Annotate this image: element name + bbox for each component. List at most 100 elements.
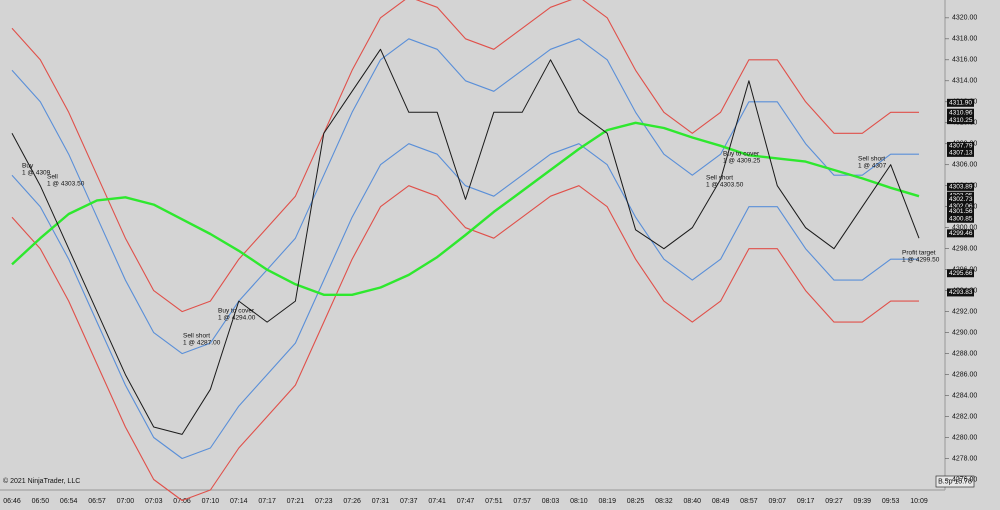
x-tick-label: 08:10 bbox=[570, 498, 588, 505]
price-marker bbox=[947, 98, 974, 107]
y-tick-label: 4286.00 bbox=[952, 371, 977, 378]
x-tick-label: 09:17 bbox=[797, 498, 815, 505]
trade-annotation: Sell short bbox=[706, 175, 733, 182]
price-marker-label: 4310.96 bbox=[949, 109, 973, 116]
price-marker-label: 4311.90 bbox=[949, 100, 972, 107]
x-tick-label: 09:53 bbox=[882, 498, 900, 505]
x-tick-label: 08:40 bbox=[683, 498, 701, 505]
price-marker-label: 4307.13 bbox=[949, 150, 973, 157]
status-box bbox=[935, 475, 975, 488]
x-tick-label: 07:47 bbox=[457, 498, 475, 505]
trade-annotation: Buy bbox=[22, 163, 34, 170]
x-tick-label: 08:25 bbox=[627, 498, 645, 505]
trade-annotation: Buy to cover bbox=[723, 151, 760, 158]
price-marker bbox=[947, 195, 974, 204]
price-marker-label: 4293.83 bbox=[949, 289, 973, 296]
trade-annotation: Sell bbox=[47, 174, 58, 181]
y-tick-label: 4292.00 bbox=[952, 308, 977, 315]
x-tick-label: 07:37 bbox=[400, 498, 418, 505]
status: B.5p 15.78 bbox=[938, 478, 972, 485]
y-tick-label: 4314.00 bbox=[952, 78, 977, 85]
x-tick-label: 10:09 bbox=[910, 498, 928, 505]
trade-annotation: 1 @ 4309.25 bbox=[723, 158, 761, 165]
x-tick-label: 06:50 bbox=[32, 498, 50, 505]
price-marker-label: 4302.06 bbox=[949, 203, 973, 210]
price-marker-label: 4302.73 bbox=[949, 196, 973, 203]
y-tick-label: 4278.00 bbox=[952, 455, 977, 462]
trade-annotation: 1 @ 4303.50 bbox=[47, 181, 85, 188]
series-line bbox=[11, 185, 919, 502]
price-marker-label: 4310.25 bbox=[949, 117, 973, 124]
y-tick-label: 4280.00 bbox=[952, 434, 977, 441]
price-marker-label: 4307.79 bbox=[949, 143, 973, 150]
x-tick-label: 07:31 bbox=[372, 498, 390, 505]
x-tick-label: 06:46 bbox=[3, 498, 21, 505]
y-tick-label: 4318.00 bbox=[952, 36, 977, 43]
series-line bbox=[11, 121, 920, 296]
price-marker bbox=[947, 207, 974, 216]
x-tick-label: 07:06 bbox=[173, 498, 191, 505]
price-marker bbox=[947, 182, 974, 191]
y-tick-label: 4288.00 bbox=[952, 350, 977, 357]
x-tick-label: 07:03 bbox=[145, 498, 163, 505]
price-marker bbox=[947, 269, 974, 278]
trade-annotation: 1 @ 4287.00 bbox=[183, 340, 221, 347]
y-tick-label: 4300.00 bbox=[952, 225, 977, 232]
y-tick-label: 4284.00 bbox=[952, 392, 977, 399]
price-marker bbox=[947, 214, 974, 223]
x-tick-label: 07:57 bbox=[513, 498, 531, 505]
price-marker bbox=[947, 229, 974, 238]
x-tick-label: 08:03 bbox=[542, 498, 560, 505]
y-tick-label: 4316.00 bbox=[952, 57, 977, 64]
x-tick-label: 07:00 bbox=[117, 498, 135, 505]
price-marker bbox=[947, 202, 974, 211]
trade-annotation: Profit target bbox=[902, 250, 936, 257]
trade-annotation: Sell short bbox=[183, 333, 210, 340]
x-tick-label: 06:54 bbox=[60, 498, 78, 505]
trade-annotation: 1 @ 4294.00 bbox=[218, 315, 256, 322]
y-tick-label: 4290.00 bbox=[952, 329, 977, 336]
price-marker bbox=[947, 288, 974, 297]
x-tick-label: 08:57 bbox=[740, 498, 758, 505]
x-tick-label: 09:27 bbox=[825, 498, 843, 505]
trade-annotation: 1 @ 4303.50 bbox=[706, 182, 744, 189]
price-marker bbox=[947, 108, 974, 117]
y-tick-label: 4282.00 bbox=[952, 413, 977, 420]
price-marker-label: 4300.85 bbox=[949, 215, 973, 222]
trade-annotation: 1 @ 4299.50 bbox=[902, 257, 940, 264]
plot-area bbox=[0, 0, 945, 490]
x-tick-label: 06:57 bbox=[88, 498, 106, 505]
trade-annotation: 1 @ 4309 bbox=[22, 170, 51, 177]
y-tick-label: 4298.00 bbox=[952, 246, 977, 253]
x-tick-label: 09:39 bbox=[854, 498, 872, 505]
copyright: © 2021 NinjaTrader, LLC bbox=[3, 477, 80, 485]
price-marker-label: 4303.89 bbox=[949, 184, 973, 191]
x-tick-label: 07:10 bbox=[202, 498, 220, 505]
series-line bbox=[11, 38, 919, 355]
trade-annotation: Buy to cover bbox=[218, 308, 255, 315]
price-marker bbox=[947, 116, 974, 125]
trade-annotation: 1 @ 4307 bbox=[858, 163, 887, 170]
x-tick-label: 07:17 bbox=[258, 498, 276, 505]
y-tick-label: 4276.00 bbox=[952, 476, 977, 483]
x-tick-label: 07:26 bbox=[343, 498, 361, 505]
x-tick-label: 08:32 bbox=[655, 498, 673, 505]
x-tick-label: 07:14 bbox=[230, 498, 248, 505]
x-tick-label: 09:07 bbox=[769, 498, 787, 505]
price-marker bbox=[947, 141, 974, 150]
series-line bbox=[11, 48, 920, 435]
x-tick-label: 07:23 bbox=[315, 498, 333, 505]
series-line bbox=[11, 0, 919, 313]
price-marker bbox=[947, 148, 974, 157]
x-tick-label: 07:41 bbox=[428, 498, 446, 505]
x-tick-label: 08:19 bbox=[598, 498, 616, 505]
price-marker-label: 4295.66 bbox=[949, 270, 973, 277]
y-tick-label: 4320.00 bbox=[952, 15, 977, 22]
price-marker-label: 4301.56 bbox=[949, 208, 973, 215]
price-marker-label: 4299.46 bbox=[949, 230, 973, 237]
series-line bbox=[11, 143, 919, 460]
trade-annotation: Sell short bbox=[858, 156, 885, 163]
x-tick-label: 08:49 bbox=[712, 498, 730, 505]
x-tick-label: 07:21 bbox=[287, 498, 305, 505]
y-tick-label: 4306.00 bbox=[952, 162, 977, 169]
